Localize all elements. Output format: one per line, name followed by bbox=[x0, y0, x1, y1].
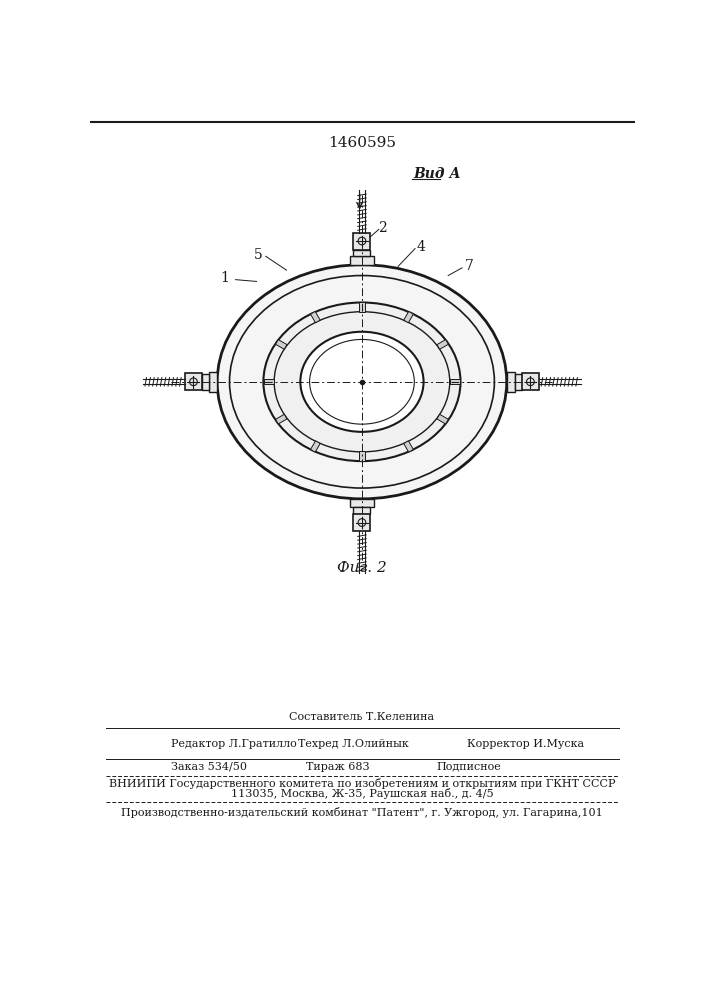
Bar bbox=[351, 499, 373, 507]
Text: 1460595: 1460595 bbox=[328, 136, 396, 150]
Polygon shape bbox=[359, 451, 365, 461]
Bar bbox=[351, 256, 373, 265]
Polygon shape bbox=[450, 379, 460, 384]
Polygon shape bbox=[276, 414, 287, 424]
Bar bbox=[202, 374, 209, 389]
Bar bbox=[209, 372, 217, 392]
Bar bbox=[354, 507, 370, 514]
Text: Корректор И.Муска: Корректор И.Муска bbox=[467, 739, 585, 749]
Bar bbox=[354, 514, 370, 531]
Ellipse shape bbox=[217, 265, 507, 499]
Text: 5: 5 bbox=[254, 248, 262, 262]
Text: Вид А: Вид А bbox=[414, 167, 461, 181]
Ellipse shape bbox=[264, 302, 460, 461]
Text: Подписное: Подписное bbox=[437, 762, 501, 772]
Polygon shape bbox=[310, 441, 320, 452]
Ellipse shape bbox=[300, 332, 423, 432]
Text: 113035, Москва, Ж-35, Раушская наб., д. 4/5: 113035, Москва, Ж-35, Раушская наб., д. … bbox=[230, 788, 493, 799]
Text: 7: 7 bbox=[464, 259, 474, 273]
Text: 1: 1 bbox=[221, 271, 229, 285]
Text: Фиг. 2: Фиг. 2 bbox=[337, 561, 387, 575]
Bar bbox=[522, 373, 539, 390]
Bar bbox=[515, 374, 522, 389]
Bar bbox=[507, 372, 515, 392]
Polygon shape bbox=[359, 302, 365, 312]
Polygon shape bbox=[276, 340, 287, 349]
Text: 2: 2 bbox=[526, 375, 535, 389]
Polygon shape bbox=[437, 340, 448, 349]
Polygon shape bbox=[310, 311, 320, 323]
Text: Тираж 683: Тираж 683 bbox=[305, 762, 369, 772]
Text: Заказ 534/50: Заказ 534/50 bbox=[171, 762, 247, 772]
Text: Техред Л.Олийнык: Техред Л.Олийнык bbox=[298, 739, 409, 749]
Text: Производственно-издательский комбинат "Патент", г. Ужгород, ул. Гагарина,101: Производственно-издательский комбинат "П… bbox=[121, 808, 603, 818]
Polygon shape bbox=[404, 441, 414, 452]
Text: Составитель Т.Келенина: Составитель Т.Келенина bbox=[289, 712, 435, 722]
Polygon shape bbox=[437, 414, 448, 424]
Bar bbox=[185, 373, 202, 390]
Text: 2: 2 bbox=[378, 221, 387, 235]
Polygon shape bbox=[264, 379, 274, 384]
Text: 4: 4 bbox=[417, 240, 426, 254]
Text: Редактор Л.Гратилло: Редактор Л.Гратилло bbox=[171, 739, 297, 749]
Polygon shape bbox=[404, 311, 414, 323]
Text: ВНИИПИ Государственного комитета по изобретениям и открытиям при ГКНТ СССР: ВНИИПИ Государственного комитета по изоб… bbox=[109, 778, 615, 789]
Bar bbox=[354, 233, 370, 250]
Bar bbox=[354, 250, 370, 256]
